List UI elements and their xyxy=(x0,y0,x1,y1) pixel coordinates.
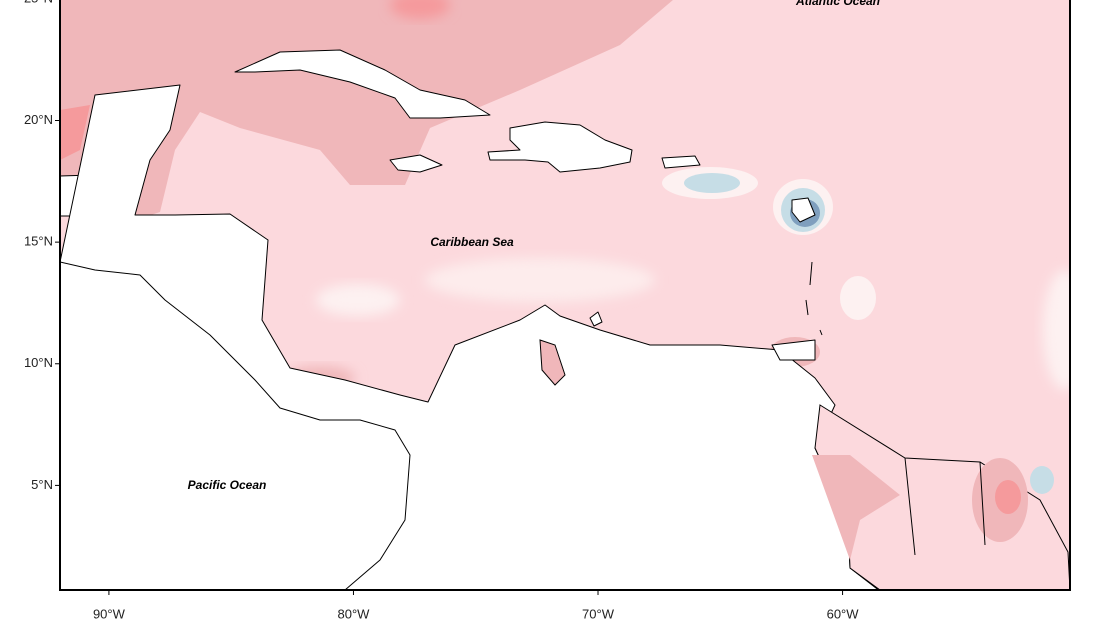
island xyxy=(791,197,816,223)
island xyxy=(805,261,823,336)
sea-label: Caribbean Sea xyxy=(430,235,514,249)
x-tick-label: 70°W xyxy=(582,606,615,621)
anomaly-region xyxy=(60,105,90,160)
island xyxy=(771,339,816,361)
anomaly-region xyxy=(812,455,900,560)
anomaly-region xyxy=(1030,466,1054,494)
anomaly-region xyxy=(425,258,655,302)
map-frame xyxy=(59,0,1071,591)
y-tick-label: 20°N xyxy=(24,112,53,127)
anomaly-region xyxy=(995,480,1021,514)
anomaly-region xyxy=(316,284,400,316)
y-tick-label: 15°N xyxy=(24,234,53,249)
y-tick-label: 10°N xyxy=(24,355,53,370)
island xyxy=(389,154,443,173)
anomaly-region xyxy=(60,0,673,222)
y-tick-label: 25°N xyxy=(24,0,53,5)
anomaly-region xyxy=(684,173,740,193)
island xyxy=(589,311,603,327)
x-tick-label: 90°W xyxy=(93,606,126,621)
sea-label: Atlantic Ocean xyxy=(795,0,880,8)
sea-label: Pacific Ocean xyxy=(188,478,267,492)
border xyxy=(904,457,986,556)
x-tick-label: 80°W xyxy=(337,606,370,621)
lake xyxy=(539,339,566,386)
y-tick-label: 5°N xyxy=(31,477,53,492)
island xyxy=(487,121,633,173)
anomaly-region xyxy=(840,276,876,320)
anomaly-region xyxy=(390,0,450,19)
x-tick-label: 60°W xyxy=(827,606,860,621)
island xyxy=(661,155,701,169)
map-body xyxy=(60,0,1070,590)
island xyxy=(234,49,491,119)
anomaly-region xyxy=(1043,270,1070,390)
